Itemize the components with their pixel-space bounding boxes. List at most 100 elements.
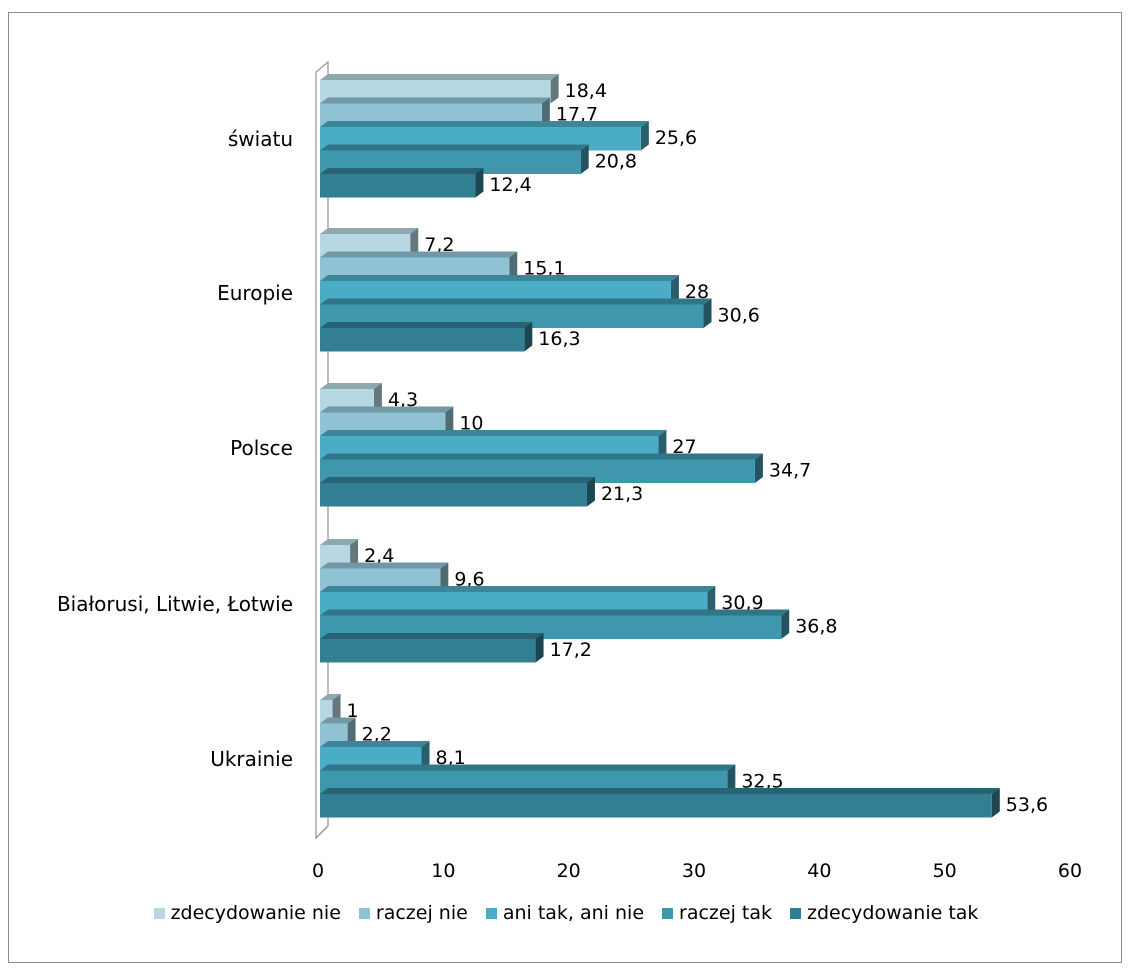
bar-side-face — [670, 275, 679, 305]
data-label: 1 — [347, 700, 359, 722]
bar-side-face — [509, 251, 518, 281]
legend-swatch — [153, 907, 165, 919]
data-label: 4,3 — [388, 389, 418, 411]
data-label: 7,2 — [424, 234, 454, 256]
data-label: 10 — [459, 412, 483, 434]
data-label: 18,4 — [565, 80, 607, 102]
bar-side-face — [373, 383, 382, 413]
x-tick-label: 50 — [933, 860, 957, 882]
bar-side-face — [703, 298, 712, 328]
bar-side-face — [550, 74, 559, 104]
legend-item-ani-tak-ani-nie: ani tak, ani nie — [485, 902, 645, 924]
bar-top-face — [320, 694, 341, 700]
category-label: Europie — [217, 281, 293, 305]
bar-top-face — [320, 97, 550, 104]
data-label: 25,6 — [655, 127, 697, 149]
bar-top-face — [320, 539, 359, 545]
bar-side-face — [658, 430, 667, 460]
data-label: 2,2 — [362, 723, 392, 745]
legend-item-zdecydowanie-tak: zdecydowanie tak — [790, 902, 978, 924]
bar-side-face — [440, 562, 449, 592]
bar-front-face — [320, 794, 992, 818]
data-label: 32,5 — [741, 770, 783, 792]
bar-side-face — [475, 168, 484, 198]
bar-front-face — [320, 328, 525, 352]
bar-side-face — [727, 764, 736, 794]
bar-front-face — [320, 483, 587, 507]
bar — [320, 168, 484, 198]
legend-swatch — [485, 907, 497, 919]
bar-top-face — [320, 383, 382, 389]
x-tick-label: 10 — [431, 860, 455, 882]
data-label: 30,9 — [721, 592, 763, 614]
bar-side-face — [640, 121, 649, 151]
legend-label: raczej nie — [375, 902, 468, 924]
bar-top-face — [320, 74, 559, 80]
bar-top-face — [320, 406, 454, 413]
bar-top-face — [320, 477, 595, 483]
legend-item-raczej-nie: raczej nie — [358, 902, 468, 924]
bar-top-face — [320, 586, 716, 592]
bar — [320, 322, 533, 352]
category-label: światu — [228, 127, 293, 151]
bar-top-face — [320, 788, 1000, 794]
bar-side-face — [445, 406, 454, 436]
data-label: 15,1 — [523, 257, 565, 279]
bar — [320, 633, 544, 663]
bar — [320, 788, 1000, 818]
bar-side-face — [421, 741, 430, 771]
data-label: 53,6 — [1006, 794, 1048, 816]
data-label: 28 — [685, 281, 709, 303]
bar-side-face — [410, 228, 419, 258]
data-label: 34,7 — [769, 459, 811, 481]
bar-side-face — [524, 322, 533, 352]
bar-top-face — [320, 633, 544, 639]
legend-item-zdecydowanie-nie: zdecydowanie nie — [153, 902, 341, 924]
data-label: 30,6 — [718, 304, 760, 326]
bar-top-face — [320, 144, 589, 151]
bar-top-face — [320, 275, 679, 281]
bar-top-face — [320, 228, 419, 234]
data-label: 36,8 — [795, 615, 837, 637]
bar-top-face — [320, 764, 736, 771]
bar-side-face — [707, 586, 716, 616]
legend: zdecydowanie nie raczej nie ani tak, ani… — [0, 902, 1132, 924]
category-label: Polsce — [230, 436, 293, 460]
bar-front-face — [320, 174, 476, 198]
bar-top-face — [320, 430, 667, 436]
data-label: 21,3 — [601, 483, 643, 505]
category-label: Białorusi, Litwie, Łotwie — [57, 592, 293, 616]
bar-top-face — [320, 298, 712, 305]
bar-side-face — [332, 694, 341, 724]
data-label: 20,8 — [595, 150, 637, 172]
legend-label: ani tak, ani nie — [502, 902, 645, 924]
bar-top-face — [320, 121, 649, 127]
bar-side-face — [991, 788, 1000, 818]
bar-side-face — [754, 453, 763, 483]
category-label: Ukrainie — [210, 747, 293, 771]
bar-top-face — [320, 717, 356, 724]
x-tick-label: 60 — [1058, 860, 1082, 882]
bar-side-face — [781, 609, 790, 639]
data-label: 16,3 — [538, 328, 580, 350]
x-tick-label: 30 — [682, 860, 706, 882]
legend-label: raczej tak — [679, 902, 772, 924]
plot-floor-edge — [315, 825, 329, 839]
bar — [320, 717, 356, 747]
bar-side-face — [541, 97, 550, 127]
legend-swatch — [358, 907, 370, 919]
bar — [320, 694, 341, 724]
data-label: 17,7 — [556, 103, 598, 125]
legend-label: zdecydowanie nie — [170, 902, 341, 924]
legend-swatch — [662, 907, 674, 919]
data-label: 12,4 — [489, 174, 531, 196]
bar — [320, 477, 595, 507]
bar-top-face — [320, 609, 790, 616]
bar-top-face — [320, 322, 533, 328]
legend-item-raczej-tak: raczej tak — [662, 902, 772, 924]
bar-side-face — [350, 539, 359, 569]
x-tick-label: 40 — [807, 860, 831, 882]
data-label: 27 — [672, 436, 696, 458]
bar-front-face — [320, 639, 536, 663]
